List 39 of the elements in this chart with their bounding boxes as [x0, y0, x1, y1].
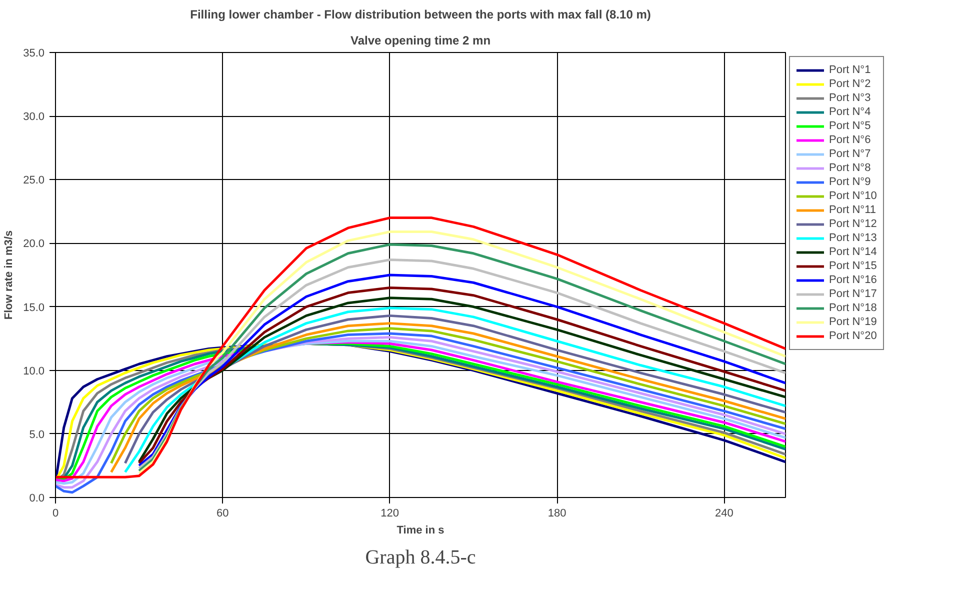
legend-label: Port N°10 — [829, 189, 877, 203]
chart-subtitle: Valve opening time 2 mn — [350, 34, 491, 48]
legend-label: Port N°6 — [829, 133, 871, 147]
legend-label: Port N°20 — [829, 329, 877, 343]
legend-label: Port N°12 — [829, 217, 877, 231]
legend-label: Port N°5 — [829, 119, 871, 133]
legend-label: Port N°19 — [829, 315, 877, 329]
x-tick-label: 240 — [715, 508, 734, 520]
y-tick-label: 25.0 — [23, 174, 45, 187]
y-tick-label: 35.0 — [23, 48, 45, 60]
y-tick-label: 10.0 — [23, 365, 45, 378]
legend-label: Port N°11 — [829, 203, 876, 217]
legend-label: Port N°13 — [829, 231, 877, 245]
legend-label: Port N°7 — [829, 147, 871, 161]
x-tick-label: 120 — [380, 508, 400, 520]
line-series — [56, 216, 786, 478]
y-tick-label: 0.0 — [29, 492, 45, 504]
legend-label: Port N°1 — [829, 63, 871, 77]
y-tick-label: 30.0 — [23, 111, 45, 124]
x-axis-title: Time in s — [396, 524, 444, 536]
legend-label: Port N°15 — [829, 259, 877, 273]
x-tick-label: 180 — [548, 508, 566, 520]
y-tick-label: 20.0 — [23, 238, 45, 250]
x-tick-label: 0 — [52, 508, 59, 520]
legend-label: Port N°2 — [829, 77, 871, 91]
x-tick-label: 60 — [216, 508, 229, 520]
legend-label: Port N°8 — [829, 161, 871, 175]
chart-title: Filling lower chamber - Flow distribution between the ports with max fall (8.10 m) — [190, 8, 651, 22]
legend-label: Port N°3 — [829, 91, 871, 105]
y-tick-label: 5.0 — [29, 428, 45, 441]
caption: Graph 8.4.5-c — [365, 546, 476, 568]
legend-label: Port N°17 — [829, 287, 877, 301]
legend-label: Port N°16 — [829, 273, 877, 287]
legend-label: Port N°4 — [829, 105, 871, 119]
legend-label: Port N°9 — [829, 175, 871, 189]
legend-label: Port N°18 — [829, 301, 877, 315]
legend-label: Port N°14 — [829, 245, 877, 259]
y-axis-title: Flow rate in m3/s — [3, 230, 16, 320]
y-tick-label: 15.0 — [23, 302, 45, 314]
